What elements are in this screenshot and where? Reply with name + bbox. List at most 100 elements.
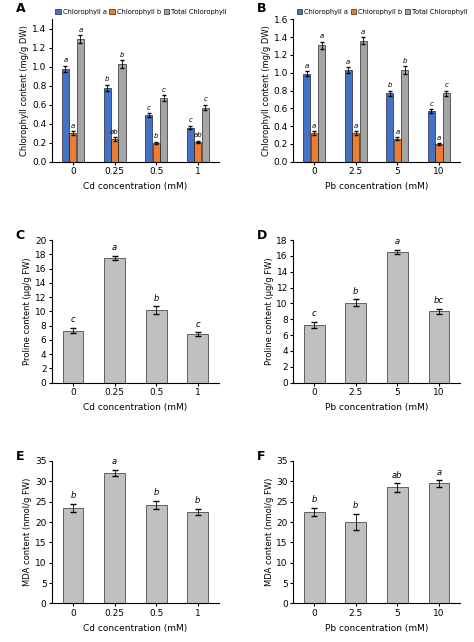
Text: b: b (388, 82, 392, 89)
X-axis label: Cd concentration (mM): Cd concentration (mM) (83, 182, 187, 191)
Bar (346, 522, 366, 603)
X-axis label: Pb concentration (mM): Pb concentration (mM) (325, 403, 428, 412)
Bar (394, 139, 401, 162)
Bar (104, 258, 125, 383)
Bar (111, 139, 118, 162)
X-axis label: Cd concentration (mM): Cd concentration (mM) (83, 403, 187, 412)
Text: b: b (402, 58, 407, 64)
Text: ab: ab (392, 471, 402, 480)
Bar (387, 252, 408, 383)
Text: D: D (257, 229, 267, 242)
Text: a: a (312, 123, 316, 129)
Text: b: b (105, 76, 109, 82)
Bar (318, 45, 325, 162)
Text: a: a (395, 237, 400, 246)
Text: a: a (354, 123, 358, 129)
Text: F: F (257, 449, 265, 463)
Text: ab: ab (110, 128, 119, 135)
Text: b: b (70, 491, 76, 500)
Bar (401, 70, 409, 162)
X-axis label: Cd concentration (mM): Cd concentration (mM) (83, 623, 187, 632)
Bar (63, 508, 83, 603)
Bar (69, 134, 76, 162)
Text: c: c (71, 315, 75, 324)
Text: c: c (429, 101, 433, 107)
Legend: Chlorophyll a, Chlorophyll b, Total Chlorophyll: Chlorophyll a, Chlorophyll b, Total Chlo… (55, 8, 227, 15)
Text: b: b (353, 287, 358, 296)
Bar (194, 142, 201, 162)
Text: b: b (120, 52, 124, 58)
Text: bc: bc (434, 297, 444, 306)
Bar (443, 93, 450, 162)
Text: E: E (16, 449, 24, 463)
Bar (160, 98, 167, 162)
Text: a: a (346, 59, 350, 65)
Bar (346, 302, 366, 383)
X-axis label: Pb concentration (mM): Pb concentration (mM) (325, 182, 428, 191)
Bar (303, 74, 310, 162)
Bar (146, 310, 166, 383)
Bar (304, 325, 325, 383)
Legend: Chlorophyll a, Chlorophyll b, Total Chlorophyll: Chlorophyll a, Chlorophyll b, Total Chlo… (297, 8, 468, 15)
Text: a: a (361, 29, 365, 35)
Text: a: a (395, 128, 400, 135)
Bar (428, 311, 449, 383)
Text: C: C (16, 229, 25, 242)
Y-axis label: Proline content (μg/g FW): Proline content (μg/g FW) (23, 257, 32, 365)
Text: b: b (154, 134, 158, 139)
Bar (428, 111, 435, 162)
Y-axis label: Chlorophyll content (mg/g DW): Chlorophyll content (mg/g DW) (262, 25, 271, 156)
Bar (145, 115, 152, 162)
Text: ab: ab (193, 132, 202, 139)
Bar (187, 128, 194, 162)
Bar (103, 88, 110, 162)
Bar (304, 512, 325, 603)
Bar (118, 64, 126, 162)
Text: a: a (78, 27, 82, 33)
Bar (387, 487, 408, 603)
Text: b: b (154, 489, 159, 498)
Bar (345, 70, 352, 162)
Bar (310, 134, 318, 162)
Text: c: c (203, 96, 207, 102)
Text: c: c (445, 82, 448, 89)
Text: b: b (154, 294, 159, 303)
Text: c: c (312, 309, 317, 318)
Bar (146, 505, 166, 603)
Text: c: c (162, 87, 165, 93)
Bar (386, 93, 393, 162)
Bar (428, 483, 449, 603)
Text: a: a (64, 57, 68, 64)
Bar (187, 512, 208, 603)
Bar (153, 143, 160, 162)
Bar (352, 134, 359, 162)
Bar (436, 144, 443, 162)
Text: B: B (257, 2, 266, 15)
Text: A: A (16, 2, 25, 15)
Text: b: b (311, 495, 317, 504)
Text: a: a (437, 467, 442, 476)
Bar (360, 40, 367, 162)
Text: a: a (71, 123, 75, 129)
Text: b: b (195, 496, 201, 505)
Bar (201, 108, 209, 162)
Text: a: a (112, 243, 117, 252)
Text: a: a (319, 33, 324, 39)
Text: a: a (305, 63, 309, 69)
Text: c: c (195, 320, 200, 329)
Bar (104, 473, 125, 603)
X-axis label: Pb concentration (mM): Pb concentration (mM) (325, 623, 428, 632)
Y-axis label: Proline content (μg/g FW): Proline content (μg/g FW) (264, 257, 273, 365)
Bar (62, 69, 69, 162)
Text: c: c (188, 117, 192, 123)
Y-axis label: MDA content (nmol/g FW): MDA content (nmol/g FW) (264, 478, 273, 586)
Text: c: c (147, 105, 151, 111)
Bar (187, 334, 208, 383)
Text: a: a (437, 135, 441, 141)
Bar (77, 39, 84, 162)
Text: b: b (353, 501, 358, 510)
Y-axis label: Chlorophyll content (mg/g DW): Chlorophyll content (mg/g DW) (20, 25, 29, 156)
Y-axis label: MDA content (nmol/g FW): MDA content (nmol/g FW) (23, 478, 32, 586)
Text: a: a (112, 457, 117, 466)
Bar (63, 331, 83, 383)
